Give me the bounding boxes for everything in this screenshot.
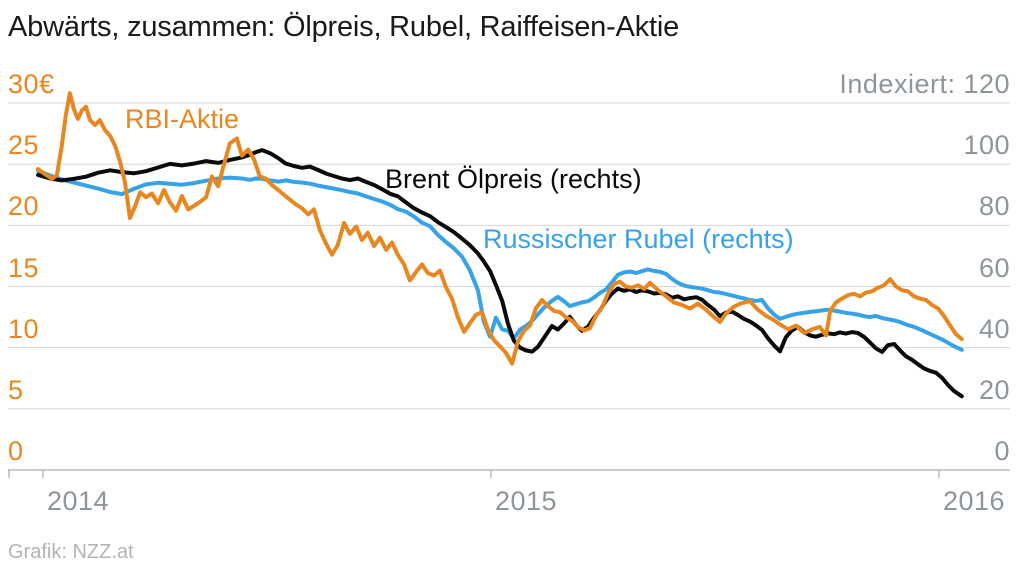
- x-tick-label-2016: 2016: [943, 486, 1006, 516]
- y-right-label-40: 40: [978, 313, 1010, 344]
- y-right-label-120: Indexiert: 120: [839, 69, 1010, 99]
- source-credit: Grafik: NZZ.at: [8, 541, 134, 563]
- y-right-label-80: 80: [978, 191, 1010, 222]
- x-tick-label-2014: 2014: [47, 486, 110, 516]
- y-left-label-5: 5: [8, 374, 24, 405]
- y-left-label-10: 10: [8, 313, 40, 344]
- series-line-rbi: [36, 91, 964, 366]
- y-left-label-20: 20: [8, 191, 40, 222]
- series-line-rubel: [36, 168, 964, 352]
- y-left-label-15: 15: [8, 252, 40, 283]
- series-label-brent: Brent Ölpreis (rechts): [385, 164, 642, 194]
- y-right-label-0: 0: [994, 436, 1010, 466]
- series-label-rbi: RBI-Aktie: [125, 104, 240, 134]
- x-tick-label-2015: 2015: [495, 486, 558, 516]
- series-label-rubel: Russischer Rubel (rechts): [483, 224, 794, 254]
- y-right-label-20: 20: [978, 374, 1010, 405]
- y-left-label-30: 30€: [8, 69, 55, 99]
- chart-title: Abwärts, zusammen: Ölpreis, Rubel, Raiff…: [8, 11, 680, 43]
- y-right-label-60: 60: [978, 252, 1010, 283]
- y-right-label-100: 100: [963, 130, 1010, 161]
- y-left-label-0: 0: [8, 436, 24, 466]
- y-left-label-25: 25: [8, 130, 40, 161]
